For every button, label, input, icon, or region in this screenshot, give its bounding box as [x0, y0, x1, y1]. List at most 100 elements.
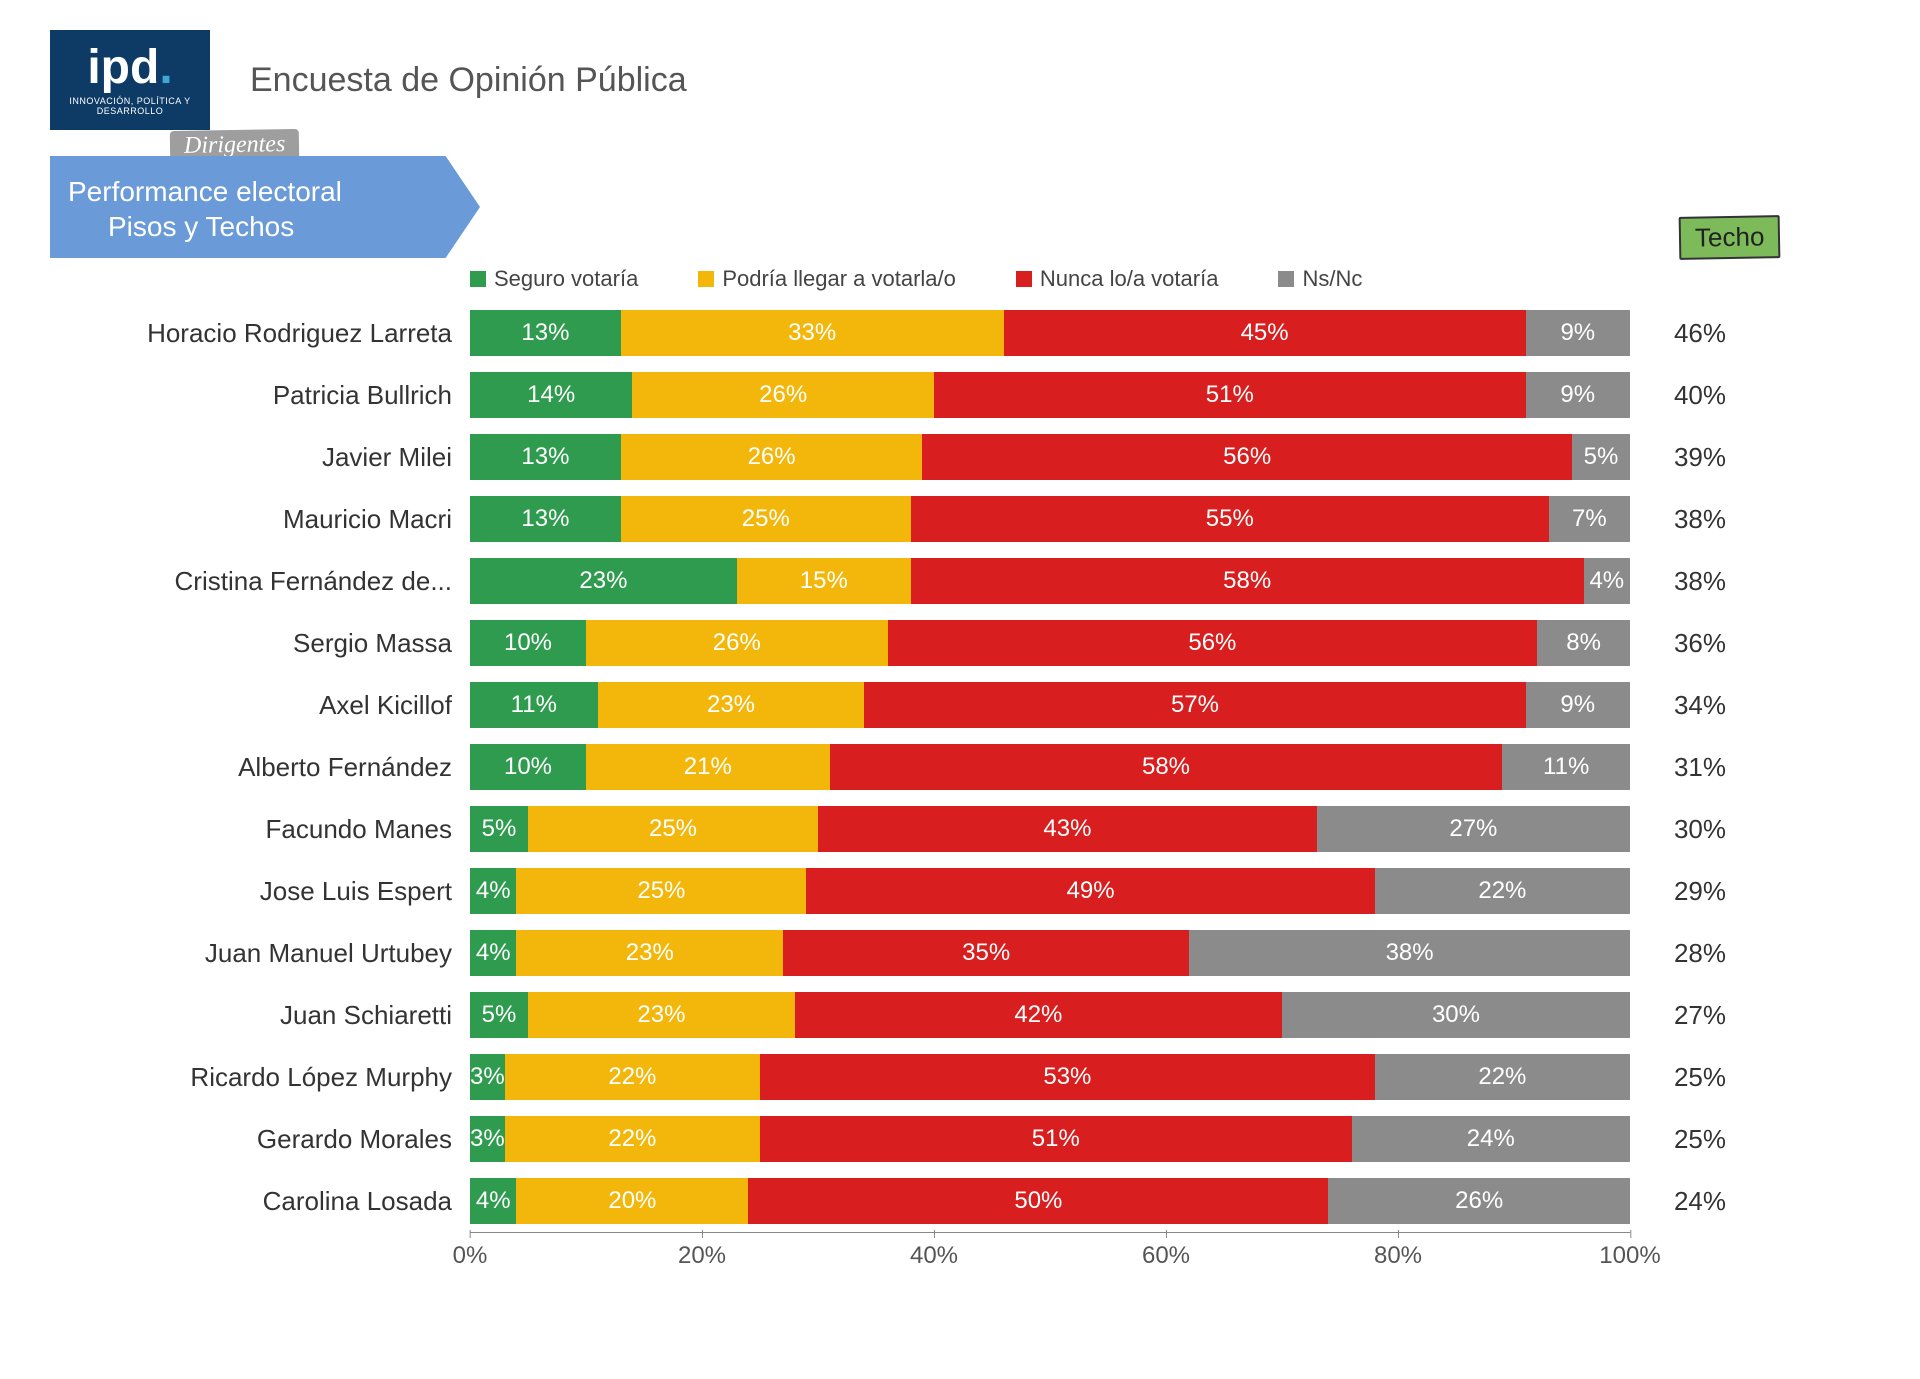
bar-segment-nsnc: 4%: [1584, 558, 1630, 604]
bar-segment-podria: 25%: [621, 496, 911, 542]
row-label: Carolina Losada: [70, 1186, 470, 1217]
techo-value: 36%: [1630, 628, 1770, 659]
chart-row: Horacio Rodriguez Larreta13%33%45%9%46%: [70, 302, 1810, 364]
bar-segment-seguro: 4%: [470, 930, 516, 976]
row-label: Sergio Massa: [70, 628, 470, 659]
bar: 13%33%45%9%: [470, 310, 1630, 356]
banner-line2: Pisos y Techos: [68, 209, 452, 244]
bar-segment-podria: 23%: [528, 992, 795, 1038]
row-label: Javier Milei: [70, 442, 470, 473]
bar: 5%23%42%30%: [470, 992, 1630, 1038]
legend-item: Podría llegar a votarla/o: [698, 266, 956, 292]
logo-subtitle: INNOVACIÓN, POLÍTICA Y DESARROLLO: [50, 96, 210, 116]
bar-segment-nunca: 57%: [864, 682, 1525, 728]
bar-segment-seguro: 5%: [470, 806, 528, 852]
bar-segment-nunca: 43%: [818, 806, 1317, 852]
bar: 5%25%43%27%: [470, 806, 1630, 852]
legend-item: Seguro votaría: [470, 266, 638, 292]
techo-value: 34%: [1630, 690, 1770, 721]
bar-segment-nsnc: 8%: [1537, 620, 1630, 666]
bar-segment-seguro: 3%: [470, 1054, 505, 1100]
bar-segment-nunca: 56%: [888, 620, 1538, 666]
chart-row: Javier Milei13%26%56%5%39%: [70, 426, 1810, 488]
axis-tick: 0%: [453, 1242, 488, 1270]
legend-item: Ns/Nc: [1278, 266, 1362, 292]
bar-segment-nsnc: 38%: [1189, 930, 1630, 976]
chart: Techo Seguro votaríaPodría llegar a vota…: [70, 266, 1810, 1282]
bar-segment-nunca: 49%: [806, 868, 1374, 914]
bar-segment-nsnc: 22%: [1375, 868, 1630, 914]
chart-row: Mauricio Macri13%25%55%7%38%: [70, 488, 1810, 550]
bar-segment-nsnc: 5%: [1572, 434, 1630, 480]
techo-value: 25%: [1630, 1062, 1770, 1093]
techo-value: 31%: [1630, 752, 1770, 783]
chart-row: Patricia Bullrich14%26%51%9%40%: [70, 364, 1810, 426]
bar-segment-nsnc: 27%: [1317, 806, 1630, 852]
axis-tick: 20%: [678, 1242, 726, 1270]
row-label: Cristina Fernández de...: [70, 566, 470, 597]
bar-segment-nsnc: 9%: [1526, 682, 1630, 728]
bar-segment-nunca: 55%: [911, 496, 1549, 542]
bar-segment-nunca: 58%: [830, 744, 1503, 790]
bar-segment-podria: 22%: [505, 1054, 760, 1100]
legend-swatch: [470, 271, 486, 287]
axis-tick: 100%: [1599, 1242, 1660, 1270]
bar-segment-seguro: 13%: [470, 434, 621, 480]
bar-segment-nunca: 58%: [911, 558, 1584, 604]
bar: 14%26%51%9%: [470, 372, 1630, 418]
bar-segment-nsnc: 30%: [1282, 992, 1630, 1038]
legend-swatch: [1016, 271, 1032, 287]
bar-segment-podria: 15%: [737, 558, 911, 604]
bar-segment-nunca: 42%: [795, 992, 1282, 1038]
bar-segment-seguro: 4%: [470, 1178, 516, 1224]
axis-tick: 60%: [1142, 1242, 1190, 1270]
row-label: Gerardo Morales: [70, 1124, 470, 1155]
banner-line1: Performance electoral: [68, 176, 342, 207]
bar-segment-seguro: 11%: [470, 682, 598, 728]
bar-segment-nunca: 51%: [934, 372, 1526, 418]
axis-tick: 80%: [1374, 1242, 1422, 1270]
techo-value: 30%: [1630, 814, 1770, 845]
row-label: Horacio Rodriguez Larreta: [70, 318, 470, 349]
techo-value: 24%: [1630, 1186, 1770, 1217]
chart-row: Facundo Manes5%25%43%27%30%: [70, 798, 1810, 860]
chart-row: Axel Kicillof11%23%57%9%34%: [70, 674, 1810, 736]
bar-segment-podria: 23%: [598, 682, 865, 728]
bar: 4%25%49%22%: [470, 868, 1630, 914]
bar-segment-nunca: 50%: [748, 1178, 1328, 1224]
bar-segment-seguro: 13%: [470, 310, 621, 356]
techo-value: 38%: [1630, 504, 1770, 535]
bar: 13%25%55%7%: [470, 496, 1630, 542]
techo-header: Techo: [1678, 215, 1780, 260]
chart-row: Juan Manuel Urtubey4%23%35%38%28%: [70, 922, 1810, 984]
bar-segment-nsnc: 11%: [1502, 744, 1630, 790]
row-label: Axel Kicillof: [70, 690, 470, 721]
techo-value: 38%: [1630, 566, 1770, 597]
chart-row: Juan Schiaretti5%23%42%30%27%: [70, 984, 1810, 1046]
legend-label: Seguro votaría: [494, 266, 638, 292]
bar-segment-seguro: 13%: [470, 496, 621, 542]
bar: 4%23%35%38%: [470, 930, 1630, 976]
bar-segment-nunca: 56%: [922, 434, 1572, 480]
chart-row: Alberto Fernández10%21%58%11%31%: [70, 736, 1810, 798]
row-label: Ricardo López Murphy: [70, 1062, 470, 1093]
row-label: Jose Luis Espert: [70, 876, 470, 907]
chart-rows: Horacio Rodriguez Larreta13%33%45%9%46%P…: [70, 302, 1810, 1232]
bar-segment-seguro: 4%: [470, 868, 516, 914]
bar: 3%22%53%22%: [470, 1054, 1630, 1100]
legend-swatch: [1278, 271, 1294, 287]
bar-segment-nsnc: 26%: [1328, 1178, 1630, 1224]
bar: 11%23%57%9%: [470, 682, 1630, 728]
bar-segment-podria: 23%: [516, 930, 783, 976]
bar: 13%26%56%5%: [470, 434, 1630, 480]
chart-row: Gerardo Morales3%22%51%24%25%: [70, 1108, 1810, 1170]
bar-segment-podria: 26%: [586, 620, 888, 666]
bar-segment-seguro: 10%: [470, 620, 586, 666]
chart-row: Jose Luis Espert4%25%49%22%29%: [70, 860, 1810, 922]
chart-row: Carolina Losada4%20%50%26%24%: [70, 1170, 1810, 1232]
axis-tick: 40%: [910, 1242, 958, 1270]
bar: 4%20%50%26%: [470, 1178, 1630, 1224]
bar-segment-nunca: 53%: [760, 1054, 1375, 1100]
bar: 10%21%58%11%: [470, 744, 1630, 790]
chart-row: Sergio Massa10%26%56%8%36%: [70, 612, 1810, 674]
